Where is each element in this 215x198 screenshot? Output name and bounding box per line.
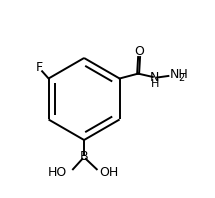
Text: 2: 2	[178, 72, 185, 83]
Text: H: H	[150, 79, 159, 89]
Text: F: F	[36, 61, 43, 74]
Text: N: N	[150, 71, 159, 84]
Text: NH: NH	[169, 68, 188, 81]
Text: HO: HO	[47, 166, 66, 179]
Text: OH: OH	[100, 166, 119, 179]
Text: B: B	[80, 150, 88, 163]
Text: O: O	[134, 45, 144, 58]
